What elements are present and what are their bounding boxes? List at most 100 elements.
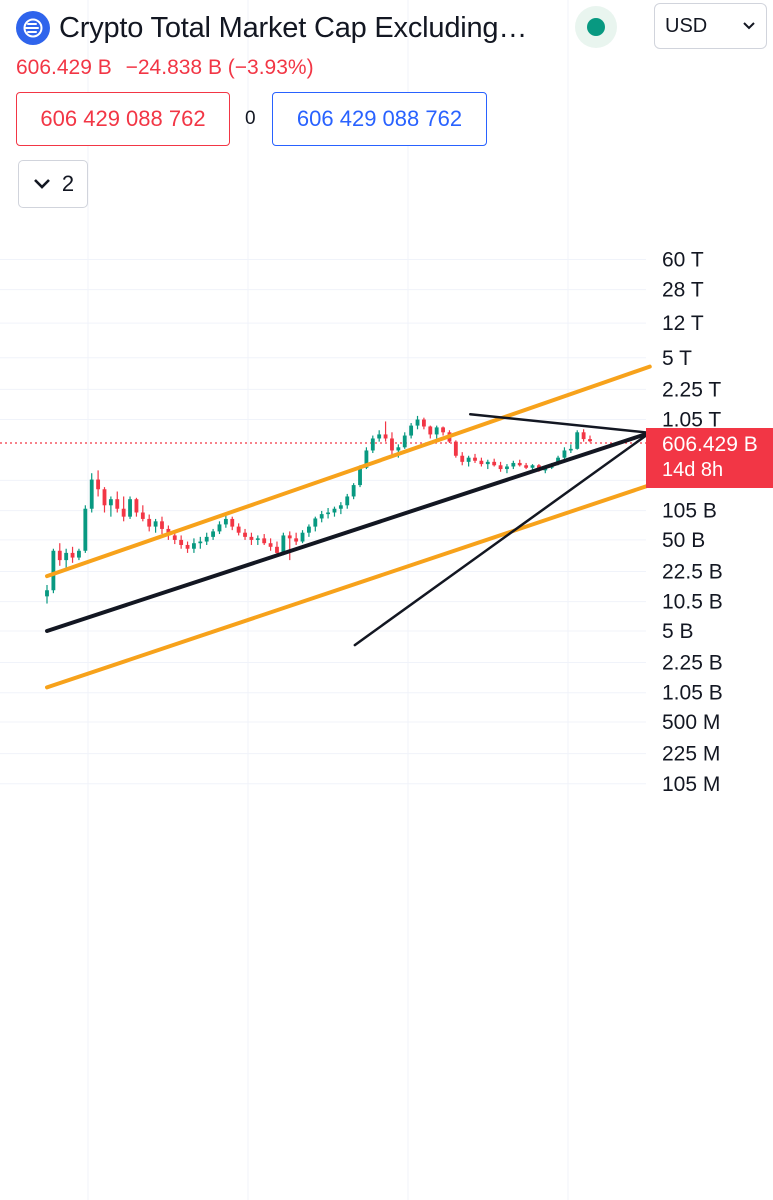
candle-body	[255, 538, 260, 540]
sell-button[interactable]: 606 429 088 762	[16, 92, 230, 146]
candle	[96, 470, 101, 497]
candle	[192, 538, 196, 553]
candle	[57, 543, 62, 566]
candle-body	[185, 544, 190, 549]
channel-upper-line[interactable]	[45, 364, 652, 579]
chevron-down-icon	[743, 22, 755, 30]
price-summary: 606.429 B −24.838 B (−3.93%)	[16, 56, 322, 80]
candle	[243, 528, 247, 540]
symbol-header[interactable]: Crypto Total Market Cap Excluding…	[16, 8, 527, 48]
candle	[581, 429, 586, 442]
candle-body	[134, 499, 139, 513]
candle	[441, 426, 445, 436]
candle	[517, 459, 522, 467]
currency-select[interactable]: USD	[654, 3, 767, 49]
mid-trendline-line[interactable]	[45, 430, 652, 633]
candle-body	[77, 550, 81, 558]
candle	[217, 521, 222, 535]
candle	[211, 528, 216, 540]
indicators-count: 2	[61, 171, 75, 196]
drawing-lines[interactable]	[45, 364, 652, 690]
candle	[160, 516, 164, 535]
candle-body	[262, 538, 267, 544]
candle-body	[332, 508, 337, 513]
market-status-button[interactable]	[575, 6, 617, 48]
candle-body	[51, 550, 56, 591]
candle-body	[409, 425, 414, 436]
candle-body	[358, 467, 362, 486]
y-tick-label: 12 T	[662, 312, 704, 335]
y-tick-label: 105 B	[662, 500, 717, 523]
candle-body	[338, 505, 343, 509]
sell-price: 606 429 088 762	[40, 106, 206, 131]
candle-body	[377, 434, 382, 439]
y-tick-label: 105 M	[662, 773, 720, 796]
y-tick-label: 1.05 T	[662, 409, 721, 432]
candle	[230, 516, 235, 531]
y-tick-label: 500 M	[662, 711, 720, 734]
candle-body	[396, 447, 401, 451]
candle-body	[390, 438, 394, 451]
candle-body	[575, 432, 580, 449]
candle-body	[524, 465, 529, 468]
candle	[524, 462, 529, 470]
candle-body	[83, 508, 88, 551]
falling-resistance-line[interactable]	[468, 412, 652, 435]
candle-body	[415, 419, 420, 426]
candle	[134, 497, 139, 517]
candle-body	[217, 524, 222, 532]
candle	[473, 453, 477, 463]
rising-support-line[interactable]	[353, 431, 652, 647]
candle	[428, 425, 433, 439]
candle-body	[511, 462, 516, 467]
candle-body	[441, 427, 445, 433]
candle-body	[172, 535, 177, 540]
candle-body	[505, 466, 509, 470]
candle-body	[453, 441, 458, 456]
candle-body	[89, 479, 94, 509]
candle	[294, 532, 299, 545]
candle	[351, 483, 356, 500]
candle	[345, 493, 350, 509]
candle-body	[160, 521, 164, 529]
candle	[313, 516, 318, 532]
candle	[102, 487, 107, 513]
crypto-cap-icon	[16, 11, 50, 45]
y-tick-label: 2.25 T	[662, 378, 721, 401]
candle	[332, 506, 337, 517]
buy-button[interactable]: 606 429 088 762	[272, 92, 487, 146]
channel-lower-line[interactable]	[45, 483, 652, 690]
candle-body	[198, 541, 203, 544]
candle-body	[370, 438, 375, 451]
candle-body	[473, 457, 477, 461]
candle-body	[223, 518, 228, 525]
candle	[223, 515, 228, 528]
candle-body	[236, 526, 241, 533]
indicators-toggle-button[interactable]: 2	[18, 160, 88, 208]
bar-countdown: 14d 8h	[662, 459, 724, 481]
candle-body	[121, 508, 126, 517]
y-tick-label: 2.25 B	[662, 652, 723, 675]
candle-body	[581, 432, 586, 440]
candle-body	[64, 552, 69, 561]
candle-body	[364, 450, 369, 468]
candle	[77, 548, 81, 561]
candle-body	[281, 535, 286, 553]
candle-body	[588, 439, 592, 442]
candle	[147, 514, 152, 532]
candle	[415, 415, 420, 430]
candle-body	[421, 419, 426, 427]
candle-body	[128, 499, 132, 517]
candle-body	[568, 448, 573, 451]
candle-body	[313, 518, 318, 527]
candle	[492, 458, 497, 467]
candle-body	[492, 461, 497, 466]
candle	[421, 417, 426, 430]
candle	[70, 546, 75, 563]
candle	[307, 524, 311, 537]
candle	[236, 523, 241, 536]
price-axis[interactable]: 60 T28 T12 T5 T2.25 T1.05 T225 B105 B50 …	[662, 249, 723, 796]
candle	[128, 496, 132, 519]
candle	[185, 541, 190, 553]
